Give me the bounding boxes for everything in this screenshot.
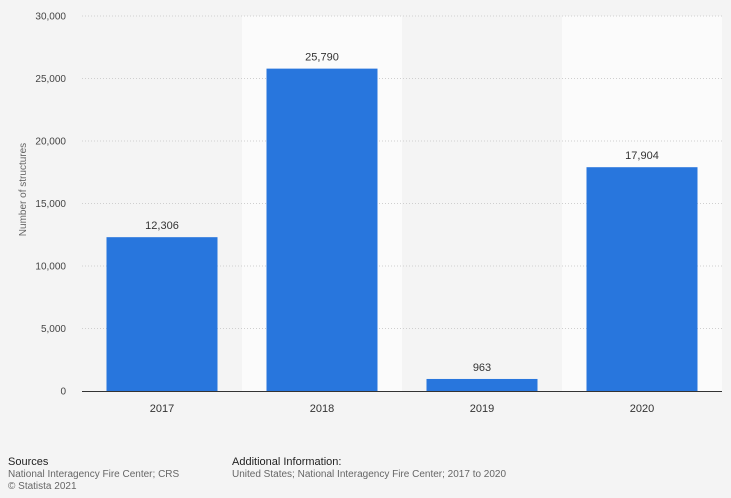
sources-text: National Interagency Fire Center; CRS [8, 469, 180, 480]
additional-info-heading: Additional Information: [232, 456, 342, 468]
bar-chart: 0 5,000 10,000 15,000 20,000 25,000 30,000 12,… [18, 12, 722, 415]
y-tick-label: 10,000 [35, 262, 66, 273]
sources-heading: Sources [8, 456, 49, 468]
copyright-text: © Statista 2021 [8, 481, 77, 492]
y-axis-ticks: 0 5,000 10,000 15,000 20,000 25,000 30,000 [35, 12, 66, 398]
y-axis-label: Number of structures [18, 143, 29, 236]
x-tick-label: 2020 [630, 403, 654, 415]
bar-2019 [426, 378, 538, 391]
y-tick-label: 15,000 [35, 199, 66, 210]
additional-info-text: United States; National Interagency Fire… [232, 469, 507, 480]
bars [106, 68, 698, 391]
value-label: 17,904 [625, 150, 659, 162]
value-label: 25,790 [305, 52, 339, 64]
y-tick-label: 20,000 [35, 137, 66, 148]
y-tick-label: 30,000 [35, 12, 66, 23]
y-tick-label: 25,000 [35, 74, 66, 85]
y-tick-label: 0 [60, 387, 66, 398]
x-tick-label: 2018 [310, 403, 334, 415]
bar-2020 [586, 167, 698, 391]
x-tick-label: 2017 [150, 403, 174, 415]
value-label: 963 [473, 362, 491, 374]
bar-2017 [106, 237, 218, 391]
additional-info-section: Additional Information: United States; N… [232, 456, 506, 481]
value-labels: 12,306 25,790 963 17,904 [145, 52, 659, 374]
value-label: 12,306 [145, 220, 179, 232]
sources-section: Sources National Interagency Fire Center… [8, 456, 179, 493]
x-tick-label: 2019 [470, 403, 494, 415]
bar-2018 [266, 68, 378, 391]
y-tick-label: 5,000 [41, 324, 66, 335]
x-axis-ticks: 2017 2018 2019 2020 [150, 403, 654, 415]
